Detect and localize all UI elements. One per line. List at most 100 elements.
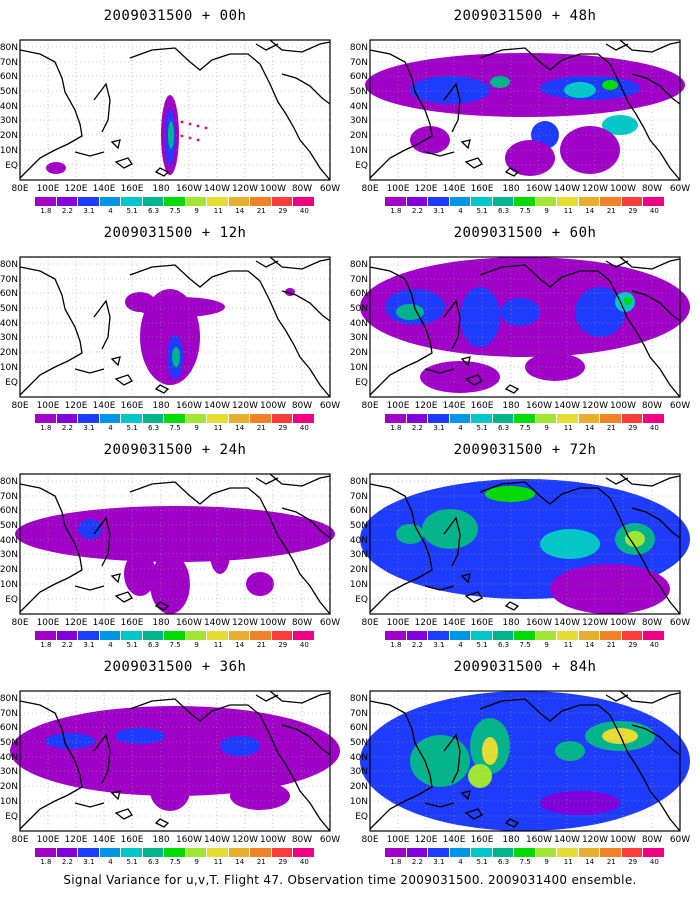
coastline (479, 264, 611, 288)
colorbar-swatch (428, 631, 450, 640)
forecast-panel-60h: 2009031500 + 60h 80N 70N 60N 50N 40N 30N 20N 10… (350, 217, 700, 432)
colorbar-swatch (643, 197, 665, 206)
lat-tick-label: 10N (0, 580, 18, 590)
coastline (464, 374, 483, 386)
colorbar-swatch (78, 197, 100, 206)
coastline (605, 260, 629, 268)
colorbar-swatch (385, 848, 407, 857)
colorbar-swatch (385, 197, 407, 206)
lat-tick-label: 40N (0, 319, 18, 329)
variance-contour (555, 741, 585, 761)
lat-tick-label: 70N (350, 492, 368, 502)
variance-map: 80N 70N 60N 50N 40N 30N 20N 10N EQ 80E 100E 120E 140… (350, 690, 690, 845)
colorbar-label: 29 (278, 858, 288, 866)
colorbar-swatch (514, 631, 536, 640)
lat-tick-label: 40N (350, 753, 368, 763)
colorbar-swatch (600, 414, 622, 423)
coastline (93, 733, 111, 784)
lat-tick-label: EQ (355, 378, 368, 388)
lat-tick-label: 30N (0, 333, 18, 343)
colorbar-label: 5.1 (126, 858, 138, 866)
coastline (19, 700, 83, 830)
lat-tick-label: EQ (355, 812, 368, 822)
lon-tick-label: 140E (93, 401, 116, 411)
lon-tick-label: 140W (554, 618, 580, 628)
lat-tick-label: 80N (350, 694, 368, 704)
lat-tick-label: 20N (0, 348, 18, 358)
colorbar-label: 6.3 (148, 858, 160, 866)
lat-tick-label: 20N (350, 565, 368, 575)
colorbar-swatch (514, 414, 536, 423)
lon-tick-label: 140W (554, 401, 580, 411)
colorbar: 1.8 2.2 3.1 4 5.1 6.3 7.5 9 11 14 21 29 40 (385, 848, 665, 868)
lat-tick-label: EQ (5, 812, 18, 822)
colorbar-label: 2.2 (61, 858, 73, 866)
colorbar-swatch (142, 197, 165, 206)
colorbar-label: 7.5 (169, 424, 181, 432)
coastline (369, 266, 433, 396)
lat-tick-label: 80N (350, 260, 368, 270)
coastline (110, 790, 121, 801)
colorbar: 1.8 2.2 3.1 4 5.1 6.3 7.5 9 11 14 21 29 40 (35, 414, 315, 434)
variance-contour (46, 162, 66, 174)
colorbar-swatch (228, 197, 251, 206)
coastline (110, 356, 121, 367)
colorbar-swatch (250, 631, 272, 640)
coastline (154, 818, 170, 828)
lat-tick-label: 70N (350, 275, 368, 285)
lon-tick-label: 120W (232, 401, 258, 411)
lon-tick-label: 100E (387, 618, 410, 628)
colorbar-label: 14 (585, 858, 595, 866)
coastline (464, 157, 483, 169)
lon-tick-label: 100W (260, 835, 286, 845)
colorbar-label: 21 (606, 858, 616, 866)
lat-tick-label: 70N (0, 492, 18, 502)
colorbar-swatch (142, 414, 165, 423)
lon-tick-label: 120W (582, 401, 608, 411)
colorbar-swatch (271, 414, 294, 423)
lon-tick-label: 80E (11, 184, 28, 194)
lon-tick-label: 140W (204, 835, 230, 845)
lon-tick-label: 160E (471, 618, 494, 628)
colorbar-swatch (643, 631, 665, 640)
colorbar-swatch (271, 631, 294, 640)
colorbar-swatch (185, 197, 208, 206)
colorbar-swatch (207, 848, 229, 857)
lat-tick-label: 50N (350, 521, 368, 531)
colorbar-label: 2.2 (411, 641, 423, 649)
variance-map: 80N 70N 60N 50N 40N 30N 20N 10N EQ 80E 100E 120E 140… (0, 256, 340, 411)
lat-tick-label: 20N (0, 565, 18, 575)
lon-tick-label: 100E (387, 401, 410, 411)
coastline (129, 264, 261, 288)
lon-tick-label: 80E (11, 618, 28, 628)
colorbar-label: 5.1 (126, 641, 138, 649)
coastline (74, 151, 105, 157)
colorbar-swatch (535, 197, 558, 206)
colorbar-swatch (207, 414, 229, 423)
colorbar-label: 7.5 (169, 858, 181, 866)
lon-tick-label: 120E (415, 618, 438, 628)
lon-tick-label: 80W (642, 184, 662, 194)
colorbar-label: 21 (606, 207, 616, 215)
lat-tick-label: 20N (0, 782, 18, 792)
variance-contour (172, 347, 180, 367)
coastline (369, 483, 433, 613)
coastline (259, 63, 331, 181)
colorbar-label: 14 (585, 641, 595, 649)
lat-tick-label: 50N (0, 304, 18, 314)
lat-tick-label: 30N (0, 550, 18, 560)
colorbar-swatch (428, 197, 450, 206)
coastline (460, 139, 471, 150)
colorbar-label: 14 (235, 858, 245, 866)
colorbar-label: 11 (563, 424, 573, 432)
lon-tick-label: 120E (415, 184, 438, 194)
lat-tick-label: 30N (350, 767, 368, 777)
colorbar-swatch (293, 631, 315, 640)
variance-contour (550, 564, 670, 614)
colorbar-label: 1.8 (390, 858, 402, 866)
lat-tick-label: 80N (350, 477, 368, 487)
panel-title: 2009031500 + 00h (103, 8, 247, 24)
lon-tick-label: 180 (152, 184, 169, 194)
coastline (609, 63, 681, 181)
observation-marker (188, 122, 192, 126)
